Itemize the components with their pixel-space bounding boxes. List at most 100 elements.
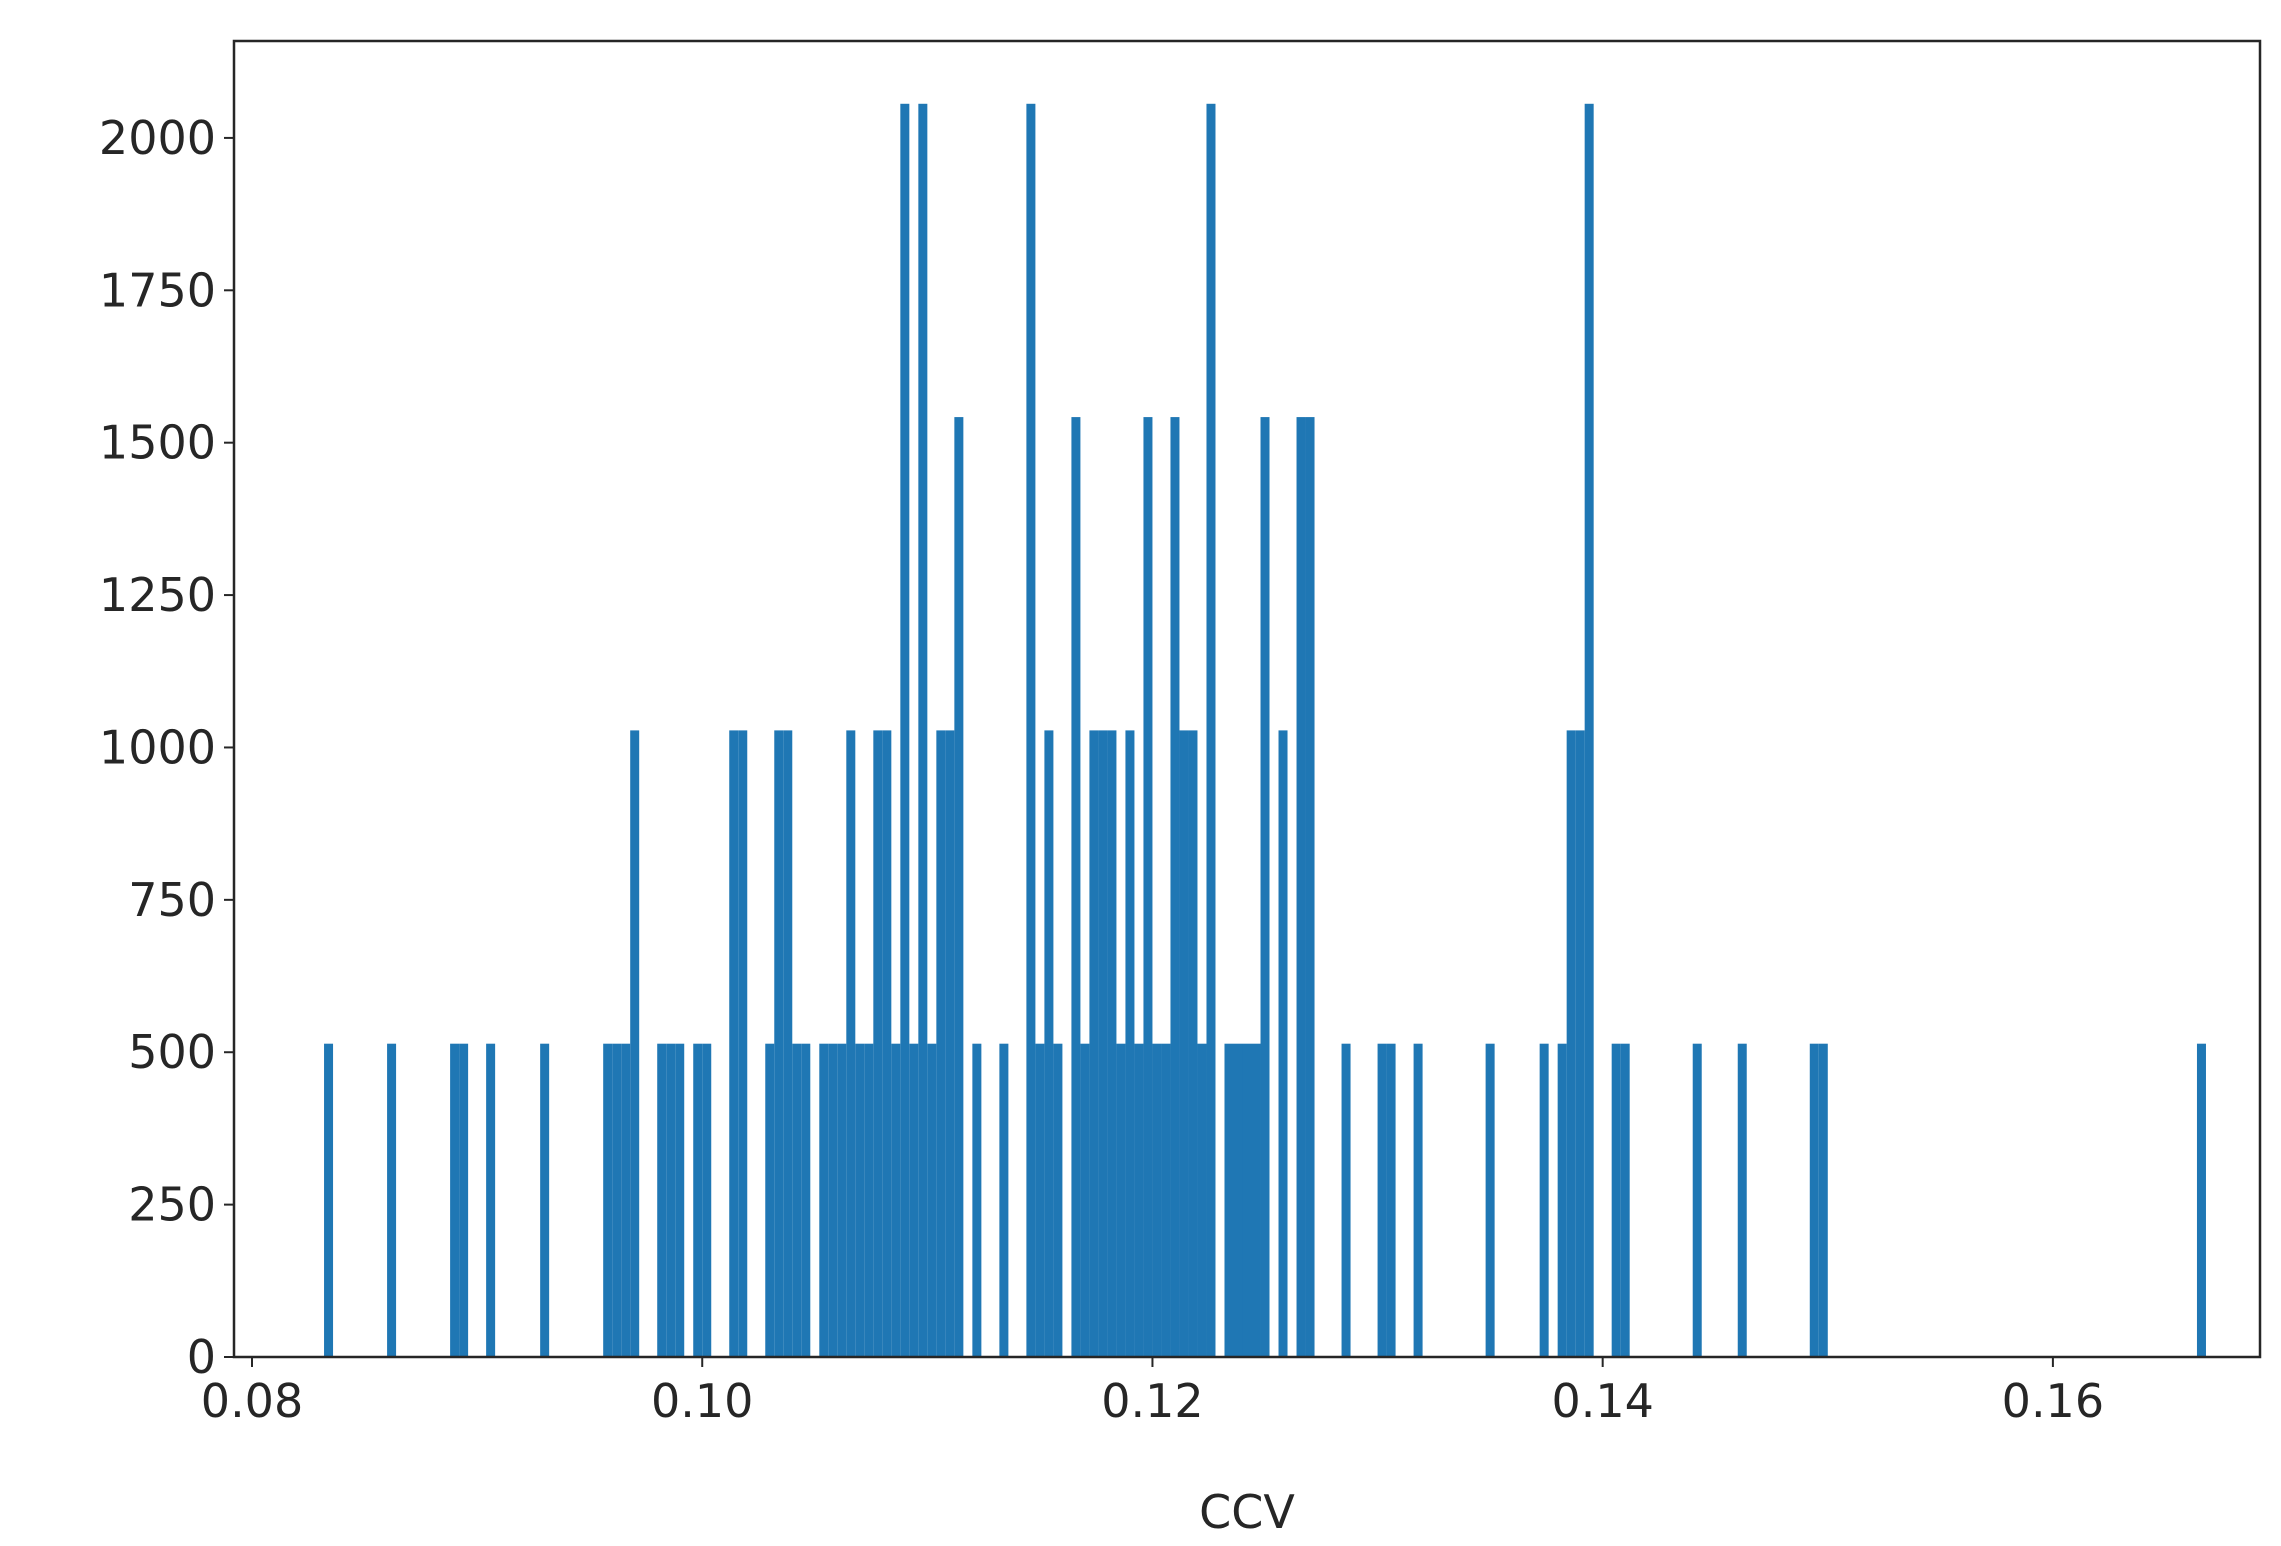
- bar: [1026, 103, 1036, 1358]
- bar: [1044, 730, 1054, 1357]
- y-tick-label: 1500: [99, 416, 216, 470]
- bar: [1818, 1043, 1828, 1357]
- bar: [1125, 730, 1135, 1357]
- bar: [1152, 1043, 1162, 1357]
- bar: [486, 1043, 496, 1357]
- bar: [1188, 730, 1198, 1357]
- x-tick-label: 0.08: [201, 1374, 303, 1428]
- bar: [1170, 417, 1180, 1358]
- bar: [1620, 1043, 1630, 1357]
- y-tick-label: 1250: [99, 568, 216, 622]
- bar: [873, 730, 883, 1357]
- bar: [1539, 1043, 1549, 1357]
- bar: [900, 103, 910, 1358]
- x-axis-label: CCV: [1199, 1485, 1295, 1539]
- bar: [1377, 1043, 1387, 1357]
- bar: [1296, 417, 1306, 1358]
- bar: [738, 730, 748, 1357]
- bar: [1557, 1043, 1567, 1357]
- bar: [1737, 1043, 1747, 1357]
- bar: [1278, 730, 1288, 1357]
- bar: [1233, 1043, 1243, 1357]
- bar: [657, 1043, 667, 1357]
- bar: [1260, 417, 1270, 1358]
- bar: [1413, 1043, 1423, 1357]
- bar: [792, 1043, 802, 1357]
- bar: [1116, 1043, 1126, 1357]
- x-tick-label: 0.14: [1551, 1374, 1653, 1428]
- bar: [1080, 1043, 1090, 1357]
- bar: [1386, 1043, 1396, 1357]
- bar: [909, 1043, 919, 1357]
- plot-frame: [232, 39, 2262, 1359]
- bar: [621, 1043, 631, 1357]
- x-tick-label: 0.10: [651, 1374, 753, 1428]
- bar: [1161, 1043, 1171, 1357]
- bar: [1242, 1043, 1252, 1357]
- x-tick-label: 0.12: [1101, 1374, 1203, 1428]
- bar: [693, 1043, 703, 1357]
- bar: [1584, 103, 1594, 1358]
- x-tick-label: 0.16: [2002, 1374, 2104, 1428]
- bar: [630, 730, 640, 1357]
- bar: [801, 1043, 811, 1357]
- bar: [1071, 417, 1081, 1358]
- bar: [1134, 1043, 1144, 1357]
- bar: [387, 1043, 397, 1357]
- bar: [774, 730, 784, 1357]
- bar: [1224, 1043, 1234, 1357]
- bar: [459, 1043, 469, 1357]
- bar: [765, 1043, 775, 1357]
- bar: [729, 730, 739, 1357]
- y-tick-label: 500: [128, 1025, 216, 1079]
- y-tick-label: 0: [187, 1330, 216, 1384]
- bar: [846, 730, 856, 1357]
- bar: [1566, 730, 1576, 1357]
- bar: [1575, 730, 1585, 1357]
- bar: [1251, 1043, 1261, 1357]
- y-tick-label: 1750: [99, 263, 216, 317]
- bar: [675, 1043, 685, 1357]
- bar: [702, 1043, 712, 1357]
- bar: [972, 1043, 982, 1357]
- bar: [612, 1043, 622, 1357]
- bar: [1107, 730, 1117, 1357]
- bar: [927, 1043, 937, 1357]
- bar: [450, 1043, 460, 1357]
- bar: [1098, 730, 1108, 1357]
- bar: [1179, 730, 1189, 1357]
- bar: [1341, 1043, 1351, 1357]
- bar: [855, 1043, 865, 1357]
- bar: [1809, 1043, 1819, 1357]
- bar: [324, 1043, 334, 1357]
- bar: [891, 1043, 901, 1357]
- bar: [1143, 417, 1153, 1358]
- bar: [819, 1043, 829, 1357]
- y-tick-label: 2000: [99, 111, 216, 165]
- bar: [999, 1043, 1009, 1357]
- bar: [837, 1043, 847, 1357]
- bar: [1197, 1043, 1207, 1357]
- bar: [540, 1043, 550, 1357]
- bar: [882, 730, 892, 1357]
- y-tick-label: 250: [128, 1178, 216, 1232]
- bar: [1053, 1043, 1063, 1357]
- bar: [864, 1043, 874, 1357]
- bar: [954, 417, 964, 1358]
- bar: [666, 1043, 676, 1357]
- bar: [2196, 1043, 2206, 1357]
- y-tick-label: 750: [128, 873, 216, 927]
- bar: [1035, 1043, 1045, 1357]
- bar: [828, 1043, 838, 1357]
- bar: [1305, 417, 1315, 1358]
- bar: [1206, 103, 1216, 1358]
- bar: [936, 730, 946, 1357]
- bar: [945, 730, 955, 1357]
- y-tick-label: 1000: [99, 720, 216, 774]
- bar: [1611, 1043, 1621, 1357]
- bar: [1485, 1043, 1495, 1357]
- bar: [1089, 730, 1099, 1357]
- bar: [918, 103, 928, 1358]
- bar: [1692, 1043, 1702, 1357]
